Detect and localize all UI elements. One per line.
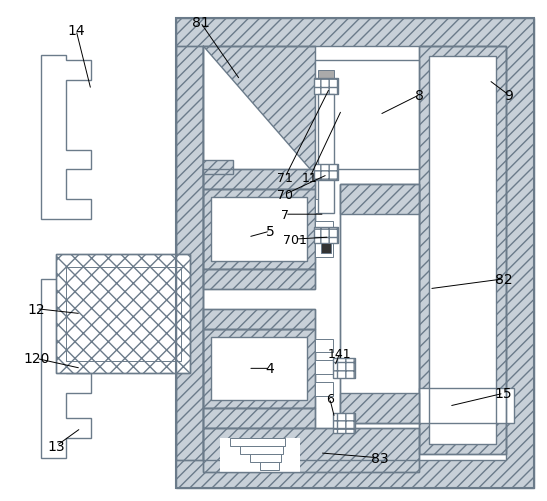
- Text: 81: 81: [191, 16, 210, 30]
- Text: 6: 6: [326, 392, 334, 405]
- Bar: [315, 243, 333, 258]
- Bar: [250, 454, 281, 462]
- Text: 9: 9: [504, 89, 513, 103]
- Bar: [203, 47, 315, 175]
- Text: 83: 83: [371, 451, 388, 465]
- Bar: [314, 79, 337, 95]
- Polygon shape: [41, 279, 91, 458]
- Text: 71: 71: [277, 171, 293, 184]
- Bar: [429, 57, 496, 444]
- Bar: [211, 337, 307, 400]
- Text: 15: 15: [495, 386, 513, 400]
- Bar: [240, 446, 283, 454]
- Bar: [211, 198, 307, 262]
- Bar: [203, 309, 315, 329]
- Bar: [176, 47, 203, 460]
- Bar: [203, 47, 506, 460]
- Polygon shape: [203, 47, 315, 175]
- Text: 70: 70: [277, 188, 293, 201]
- Bar: [340, 393, 419, 423]
- Bar: [203, 190, 315, 270]
- Bar: [56, 255, 190, 374]
- Bar: [315, 200, 333, 214]
- Bar: [211, 198, 307, 262]
- Bar: [315, 61, 419, 170]
- Bar: [203, 428, 419, 472]
- Text: 13: 13: [48, 439, 65, 453]
- Bar: [176, 19, 533, 487]
- Bar: [333, 359, 354, 379]
- Bar: [203, 309, 315, 329]
- Bar: [315, 339, 333, 353]
- Text: 12: 12: [27, 302, 45, 316]
- Bar: [321, 243, 331, 254]
- Bar: [203, 329, 315, 408]
- Bar: [203, 160, 233, 175]
- Bar: [176, 19, 533, 487]
- Bar: [419, 47, 506, 454]
- Bar: [203, 190, 315, 270]
- Bar: [203, 408, 315, 428]
- Bar: [318, 95, 334, 214]
- Bar: [314, 227, 337, 243]
- Bar: [314, 165, 337, 181]
- Bar: [340, 185, 419, 423]
- Bar: [314, 165, 337, 181]
- Text: 141: 141: [328, 347, 351, 360]
- Bar: [314, 79, 337, 95]
- Bar: [315, 382, 333, 396]
- Text: 120: 120: [23, 352, 50, 366]
- Polygon shape: [41, 56, 91, 220]
- Text: 7: 7: [281, 208, 289, 221]
- Bar: [318, 71, 334, 79]
- Text: 8: 8: [415, 89, 423, 103]
- Bar: [203, 270, 315, 289]
- Text: 82: 82: [495, 273, 513, 286]
- Bar: [260, 462, 279, 470]
- Bar: [315, 361, 333, 375]
- Bar: [203, 329, 315, 408]
- Text: 14: 14: [67, 24, 85, 38]
- Bar: [66, 268, 181, 362]
- Bar: [340, 185, 419, 215]
- Bar: [203, 428, 419, 472]
- Bar: [203, 170, 315, 190]
- Bar: [333, 359, 354, 379]
- Bar: [203, 170, 315, 190]
- Text: 701: 701: [283, 233, 307, 246]
- Bar: [419, 388, 514, 423]
- Bar: [314, 227, 337, 243]
- Bar: [203, 408, 315, 428]
- Text: 4: 4: [266, 362, 275, 376]
- Text: 5: 5: [266, 224, 275, 238]
- Bar: [211, 337, 307, 400]
- Bar: [315, 222, 333, 235]
- Bar: [220, 438, 300, 472]
- Bar: [340, 185, 419, 423]
- Bar: [333, 413, 354, 433]
- Bar: [419, 47, 506, 454]
- Text: 11: 11: [302, 171, 318, 184]
- Bar: [56, 255, 190, 374]
- Bar: [203, 270, 315, 289]
- Bar: [429, 57, 496, 444]
- Bar: [203, 47, 506, 460]
- Bar: [176, 47, 203, 460]
- Bar: [230, 438, 285, 446]
- Bar: [333, 413, 354, 433]
